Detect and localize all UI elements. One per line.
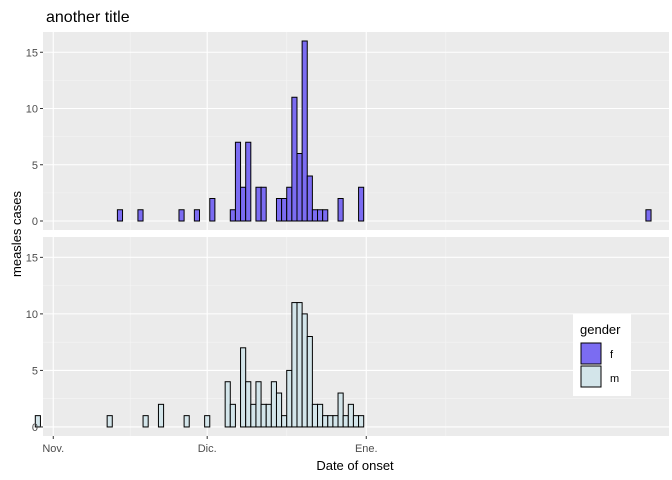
- bar-m: [286, 369, 293, 428]
- bar-f: [178, 209, 185, 222]
- y-axis-title: measles cases: [9, 191, 24, 277]
- y-tick-label: 5: [32, 160, 38, 172]
- bar-m: [245, 381, 252, 428]
- bar-f: [229, 209, 236, 222]
- bar-f: [209, 198, 216, 222]
- bar-f: [296, 153, 303, 222]
- legend-key-f: [580, 342, 602, 365]
- bar-m: [224, 381, 231, 428]
- bar-m: [265, 403, 272, 428]
- bar-f: [311, 209, 319, 222]
- bar-m: [250, 403, 257, 428]
- bar-m: [342, 415, 349, 428]
- y-tick-label: 15: [26, 47, 38, 59]
- legend-label-f: f: [610, 349, 614, 361]
- y-tick-label: 5: [32, 365, 38, 377]
- axes: 0 5 10 15 0 5 10 15 Nov. Dic. Ene.: [26, 47, 378, 455]
- bar-m: [229, 403, 236, 428]
- panel-background-bottom: [43, 237, 669, 436]
- bar-m: [275, 392, 283, 428]
- bar-f: [193, 209, 200, 222]
- bar-m: [106, 415, 113, 428]
- x-tick-label: Ene.: [355, 443, 378, 455]
- bar-f: [306, 175, 313, 222]
- bar-m: [358, 415, 365, 428]
- bar-m: [337, 392, 344, 428]
- legend-label-m: m: [610, 373, 619, 385]
- chart-title: another title: [46, 9, 130, 26]
- y-tick-label: 10: [26, 104, 38, 116]
- grid-lines: [43, 32, 669, 436]
- bar-f: [234, 141, 242, 222]
- y-tick-label: 10: [26, 309, 38, 321]
- bar-f: [645, 209, 652, 222]
- bar-m: [317, 403, 324, 428]
- bar-m: [204, 415, 211, 428]
- bar-m: [183, 415, 190, 428]
- bar-m: [322, 415, 329, 428]
- x-tick-label: Nov.: [42, 443, 64, 455]
- bar-m: [157, 403, 165, 428]
- y-tick-label: 0: [32, 216, 38, 228]
- bar-m: [142, 415, 149, 428]
- bar-f: [281, 198, 288, 222]
- bars: [34, 40, 652, 428]
- bar-f: [116, 209, 124, 222]
- bar-m: [296, 302, 303, 428]
- bar-m: [327, 415, 334, 428]
- panel-background-top: [43, 32, 669, 230]
- bar-f: [358, 186, 365, 222]
- bar-m: [270, 381, 277, 428]
- bar-f: [240, 186, 247, 222]
- y-tick-label: 15: [26, 252, 38, 264]
- x-axis-title: Date of onset: [316, 458, 394, 473]
- bar-f: [260, 186, 267, 222]
- x-tick-label: Dic.: [198, 443, 217, 455]
- bar-f: [255, 186, 262, 222]
- bar-f: [317, 209, 324, 222]
- y-tick-label: 0: [32, 422, 38, 434]
- bar-f: [275, 198, 283, 222]
- bar-m: [311, 403, 319, 428]
- legend-title: gender: [580, 322, 621, 337]
- bar-f: [245, 141, 252, 222]
- bar-m: [352, 415, 360, 428]
- bar-f: [137, 209, 144, 222]
- bar-m: [306, 336, 313, 428]
- bar-m: [255, 381, 262, 428]
- bar-f: [337, 198, 344, 222]
- bar-m: [347, 403, 354, 428]
- legend-key-m: [580, 365, 602, 388]
- bar-f: [322, 209, 329, 222]
- bar-m: [291, 302, 298, 428]
- legend: gender f m: [573, 314, 631, 396]
- bar-m: [260, 403, 267, 428]
- bar-m: [281, 415, 288, 428]
- bar-f: [301, 40, 308, 222]
- bar-f: [291, 96, 298, 222]
- bar-m: [240, 347, 247, 428]
- bar-m: [301, 313, 308, 428]
- bar-m: [332, 415, 339, 428]
- bar-f: [286, 186, 293, 222]
- bar-m: [34, 415, 41, 428]
